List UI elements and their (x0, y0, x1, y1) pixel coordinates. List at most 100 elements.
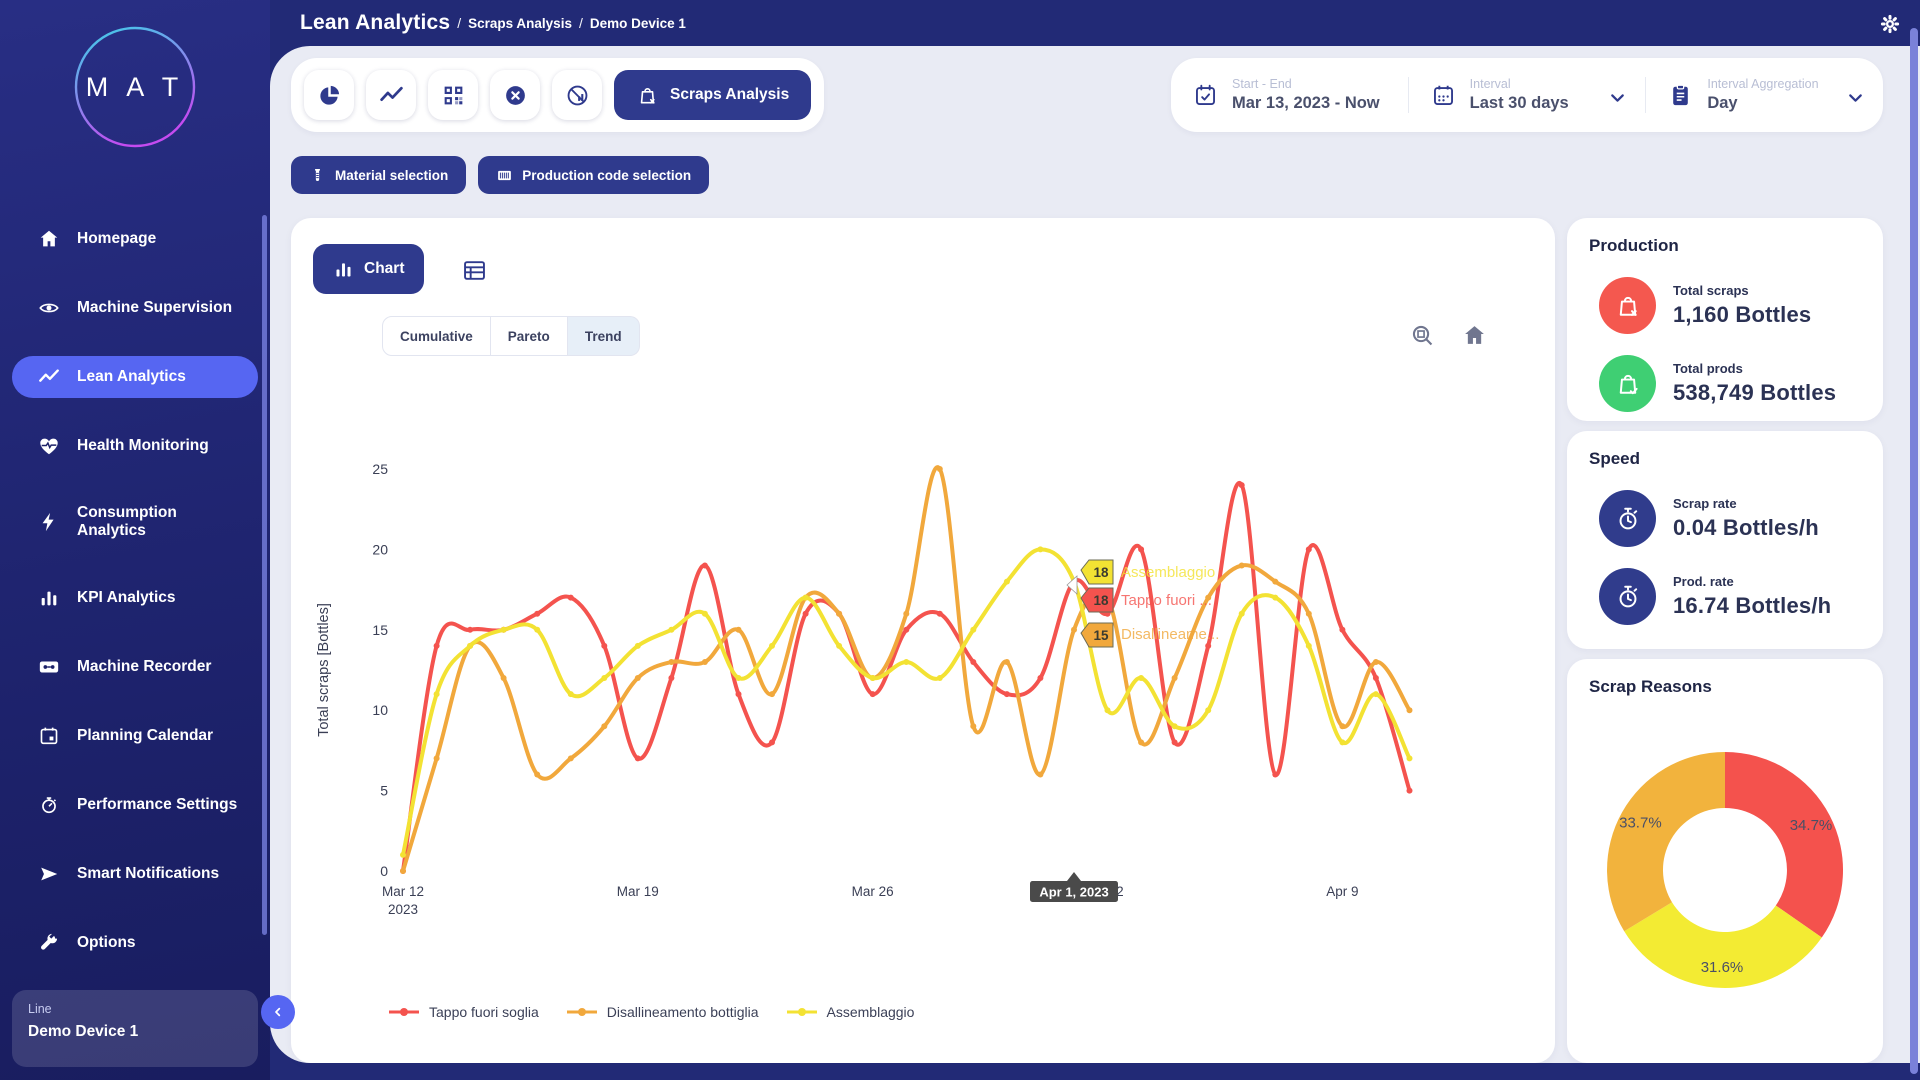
legend-item[interactable]: Tappo fuori soglia (387, 1004, 539, 1020)
svg-text:Total scraps [Bottles]: Total scraps [Bottles] (316, 603, 332, 737)
scrap-reasons-title: Scrap Reasons (1589, 677, 1712, 696)
sidebar-collapse-button[interactable] (261, 995, 295, 1029)
svg-text:Assemblaggio: Assemblaggio (1121, 564, 1215, 581)
stat-label: Total scraps (1673, 283, 1749, 298)
svg-text:20: 20 (372, 541, 388, 557)
analysis-toolbar: Scraps Analysis (291, 58, 825, 132)
svg-text:33.7%: 33.7% (1619, 815, 1662, 832)
svg-text:15: 15 (1093, 628, 1109, 643)
svg-text:Tappo fuori ...: Tappo fuori ... (1121, 592, 1212, 609)
x-circle-icon (505, 85, 525, 105)
tooltip-badge: 18 Tappo fuori ... (1080, 587, 1212, 613)
zoom-area-icon[interactable] (1410, 323, 1435, 348)
svg-text:5: 5 (380, 783, 388, 799)
legend-item[interactable]: Disallineamento bottiglia (565, 1004, 759, 1020)
breadcrumb-scraps-analysis[interactable]: Scraps Analysis (468, 15, 572, 31)
sidebar-item-machine-recorder[interactable]: Machine Recorder (0, 646, 258, 688)
sidebar-item-kpi-analytics[interactable]: KPI Analytics (0, 577, 258, 619)
table-icon (464, 260, 485, 280)
stat-label: Prod. rate (1673, 574, 1734, 589)
toolbar-button-trend-line[interactable] (366, 70, 416, 120)
sidebar-item-label: Machine Recorder (77, 657, 212, 675)
toolbar-row: Scraps Analysis Start - End Mar 13, 2023 … (291, 58, 1883, 132)
filter-interval-aggregation[interactable]: Interval Aggregation Day (1645, 77, 1883, 113)
chart-view-button[interactable]: Chart (313, 244, 425, 294)
filter-label: Interval (1469, 77, 1511, 91)
sidebar-item-homepage[interactable]: Homepage (0, 218, 258, 260)
legend-label: Assemblaggio (826, 1004, 915, 1020)
svg-text:31.6%: 31.6% (1701, 959, 1744, 976)
sidebar-item-planning-calendar[interactable]: Planning Calendar (0, 715, 258, 757)
page-title: Lean Analytics (300, 11, 451, 34)
production-code-selection-button[interactable]: Production code selection (478, 156, 710, 194)
sidebar-scrollbar[interactable] (262, 215, 267, 935)
sidebar-item-machine-supervision[interactable]: Machine Supervision (0, 287, 258, 329)
breadcrumb-device[interactable]: Demo Device 1 (589, 15, 686, 31)
heart-pulse-icon (40, 438, 58, 455)
device-card[interactable]: Line Demo Device 1 (12, 990, 258, 1067)
filter-interval[interactable]: Interval Last 30 days (1407, 77, 1646, 113)
reset-zoom-home-icon[interactable] (1462, 323, 1487, 348)
filter-start-end[interactable]: Start - End Mar 13, 2023 - Now (1171, 77, 1408, 113)
plot-tools (1410, 323, 1487, 348)
tab-trend[interactable]: Trend (567, 316, 640, 356)
sidebar-item-health-monitoring[interactable]: Health Monitoring (0, 425, 258, 467)
sidebar-item-smart-notifications[interactable]: Smart Notifications (0, 853, 258, 895)
no-data-chart-icon (567, 85, 587, 105)
svg-text:10: 10 (372, 702, 388, 718)
material-selection-button[interactable]: Material selection (291, 156, 467, 194)
tooltip-badge: 15 Disallineame... (1080, 622, 1219, 648)
stat-row-total-prods: Total prods 538,749 Bottles (1599, 355, 1861, 412)
toolbar-button-x-circle[interactable] (490, 70, 540, 120)
scrap-reasons-panel: Scrap Reasons 34.7% 31.6% 33.7% (1567, 659, 1883, 1063)
bag-x-icon (1619, 296, 1637, 316)
clipboard-icon (1673, 84, 1689, 105)
sidebar-nav: Homepage Machine Supervision Lean Analytic… (0, 218, 258, 964)
barcode-icon (498, 170, 512, 180)
tab-pareto[interactable]: Pareto (490, 316, 568, 356)
sidebar-item-performance-settings[interactable]: Performance Settings (0, 784, 258, 826)
filter-value: Day (1707, 94, 1738, 112)
sidebar-item-consumption-analytics[interactable]: Consumption Analytics (0, 494, 258, 550)
legend-marker (786, 1008, 817, 1016)
bag-check-icon (1619, 374, 1638, 394)
sidebar-item-label: Performance Settings (77, 795, 238, 813)
filter-label: Start - End (1232, 77, 1292, 91)
eye-icon (39, 303, 59, 313)
toolbar-button-qr-code[interactable] (428, 70, 478, 120)
sidebar-item-label: KPI Analytics (77, 588, 176, 606)
material-icon (315, 168, 320, 181)
settings-button[interactable] (1878, 10, 1906, 38)
tab-cumulative[interactable]: Cumulative (382, 316, 491, 356)
stopwatch-icon (1619, 507, 1637, 529)
page-scrollbar[interactable] (1910, 28, 1918, 1074)
stat-value: 16.74 Bottles/h (1673, 593, 1832, 618)
scraps-analysis-label: Scraps Analysis (670, 86, 790, 103)
brand-logo: M A T (0, 12, 270, 162)
scrap-reasons-donut: 34.7% 31.6% 33.7% (1567, 659, 1883, 1063)
legend-label: Disallineamento bottiglia (606, 1004, 759, 1020)
sidebar-item-options[interactable]: Options (0, 922, 258, 964)
toolbar-button-no-data-chart[interactable] (552, 70, 602, 120)
filters-panel: Start - End Mar 13, 2023 - Now Interval Las… (1171, 58, 1883, 132)
sidebar-item-label: Planning Calendar (77, 726, 214, 744)
send-icon (41, 867, 58, 881)
svg-text:2023: 2023 (388, 902, 418, 917)
svg-text:Mar 19: Mar 19 (617, 884, 659, 899)
stat-row-scrap-rate: Scrap rate 0.04 Bottles/h (1599, 490, 1861, 547)
speed-panel: Speed Scrap rate 0.04 Bottles/h Prod. rate… (1567, 431, 1883, 649)
breadcrumb-separator: / (578, 15, 583, 31)
scraps-analysis-button[interactable]: Scraps Analysis (614, 70, 812, 120)
tooltip-badge: 18 Assemblaggio (1080, 559, 1215, 585)
legend-item[interactable]: Assemblaggio (785, 1004, 915, 1020)
svg-text:15: 15 (372, 622, 388, 638)
filter-value: Last 30 days (1469, 94, 1569, 112)
bolt-icon (42, 512, 54, 532)
table-view-button[interactable] (461, 255, 491, 285)
svg-text:34.7%: 34.7% (1790, 817, 1833, 834)
legend-marker (566, 1008, 597, 1016)
svg-text:25: 25 (372, 461, 388, 477)
sidebar-item-lean-analytics[interactable]: Lean Analytics (12, 356, 258, 398)
svg-text:Mar 26: Mar 26 (852, 884, 894, 899)
toolbar-button-pie-chart[interactable] (304, 70, 354, 120)
